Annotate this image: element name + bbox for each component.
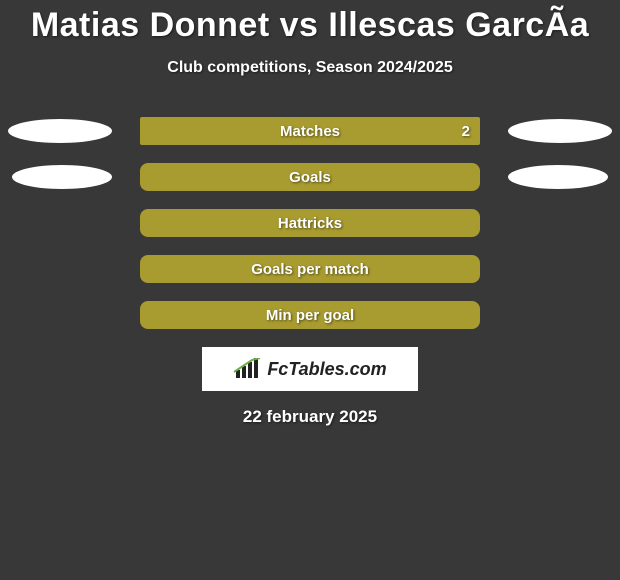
stat-label: Matches xyxy=(280,123,340,140)
left-ellipse xyxy=(8,119,112,143)
stat-rows: Matches 2 Goals Hattricks Goals per matc… xyxy=(0,117,620,329)
stat-row-hattricks: Hattricks xyxy=(0,209,620,237)
stat-value: 2 xyxy=(462,123,470,140)
subtitle: Club competitions, Season 2024/2025 xyxy=(0,59,620,77)
stat-row-matches: Matches 2 xyxy=(0,117,620,145)
right-ellipse xyxy=(508,165,608,189)
right-ellipse xyxy=(508,119,612,143)
stat-label: Goals xyxy=(289,169,331,186)
stat-bar: Matches 2 xyxy=(140,117,480,145)
stat-label: Min per goal xyxy=(266,307,354,324)
stat-row-min-per-goal: Min per goal xyxy=(0,301,620,329)
stat-bar: Min per goal xyxy=(140,301,480,329)
stat-row-goals-per-match: Goals per match xyxy=(0,255,620,283)
logo-text: FcTables.com xyxy=(267,359,386,380)
stat-row-goals: Goals xyxy=(0,163,620,191)
stat-bar: Goals per match xyxy=(140,255,480,283)
stat-bar: Goals xyxy=(140,163,480,191)
page-title: Matias Donnet vs Illescas GarcÃ­a xyxy=(0,0,620,45)
logo-box: FcTables.com xyxy=(202,347,418,391)
stat-label: Hattricks xyxy=(278,215,342,232)
date-label: 22 february 2025 xyxy=(0,407,620,427)
bar-chart-icon xyxy=(233,358,261,380)
stat-bar: Hattricks xyxy=(140,209,480,237)
stat-label: Goals per match xyxy=(251,261,369,278)
left-ellipse xyxy=(12,165,112,189)
